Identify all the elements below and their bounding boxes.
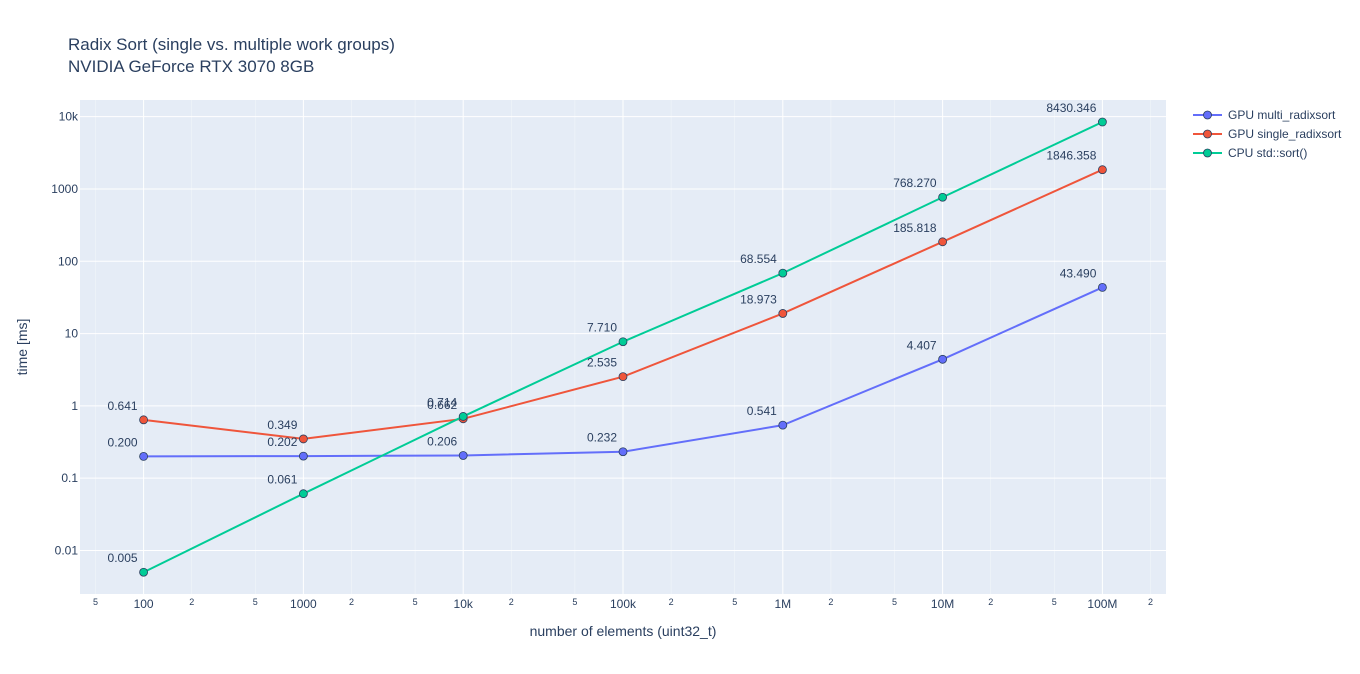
data-point bbox=[778, 420, 788, 430]
x-minor-tick-label: 5 bbox=[732, 597, 737, 607]
data-label: 68.554 bbox=[740, 252, 777, 266]
y-tick-label: 10k bbox=[59, 110, 79, 124]
legend[interactable]: GPU multi_radixsort GPU single_radixsort C… bbox=[1193, 108, 1342, 160]
data-point bbox=[618, 372, 628, 382]
y-axis-title: time [ms] bbox=[14, 319, 30, 376]
data-label: 2.535 bbox=[587, 356, 617, 370]
x-minor-tick-label: 5 bbox=[413, 597, 418, 607]
data-label: 768.270 bbox=[893, 176, 937, 190]
data-label: 0.232 bbox=[587, 431, 617, 445]
legend-item[interactable]: GPU single_radixsort bbox=[1193, 127, 1342, 141]
data-label: 18.973 bbox=[740, 292, 777, 306]
x-minor-tick-label: 5 bbox=[892, 597, 897, 607]
data-label: 0.641 bbox=[108, 399, 138, 413]
data-point bbox=[139, 567, 148, 577]
x-minor-tick-label: 5 bbox=[93, 597, 98, 607]
data-label: 0.714 bbox=[427, 395, 457, 409]
data-point bbox=[778, 268, 788, 278]
data-point bbox=[458, 412, 468, 421]
data-point bbox=[1098, 165, 1107, 175]
data-point bbox=[298, 489, 308, 499]
x-minor-tick-label: 2 bbox=[189, 597, 194, 607]
chart-title: Radix Sort (single vs. multiple work gro… bbox=[68, 35, 395, 54]
data-point bbox=[938, 354, 948, 364]
data-point bbox=[938, 192, 948, 202]
y-tick-label: 0.01 bbox=[55, 543, 79, 557]
x-minor-tick-label: 2 bbox=[509, 597, 514, 607]
data-label: 8430.346 bbox=[1046, 101, 1096, 115]
data-labels: 0.200 0.202 0.206 0.232 0.541 4.407 43.490 0.64… bbox=[108, 101, 1097, 565]
legend-swatch-marker bbox=[1203, 148, 1212, 158]
x-minor-tick-label: 5 bbox=[572, 597, 577, 607]
x-minor-tick-label: 2 bbox=[988, 597, 993, 607]
x-tick-label: 1000 bbox=[290, 597, 317, 611]
legend-item[interactable]: CPU std::sort() bbox=[1193, 146, 1307, 160]
x-tick-label: 10k bbox=[454, 597, 474, 611]
data-point bbox=[618, 447, 628, 457]
y-tick-label: 100 bbox=[58, 254, 78, 268]
data-point bbox=[938, 237, 948, 247]
data-point bbox=[1098, 117, 1107, 127]
y-tick-label: 1 bbox=[71, 399, 78, 413]
data-label: 0.662 bbox=[427, 398, 457, 412]
x-axis-title: number of elements (uint32_t) bbox=[530, 623, 717, 639]
data-point bbox=[618, 337, 628, 347]
data-point bbox=[458, 451, 468, 460]
data-point bbox=[298, 434, 308, 444]
data-point bbox=[778, 309, 788, 318]
x-tick-label: 1M bbox=[774, 597, 791, 611]
x-axis-ticks: 100 1000 10k 100k 1M 10M 100M 5 2 5 2 5 2 5 2 5 2 5 2 5 2 bbox=[93, 597, 1153, 611]
data-label: 0.061 bbox=[267, 473, 297, 487]
data-label: 0.541 bbox=[747, 404, 777, 418]
legend-swatch-marker bbox=[1203, 129, 1212, 139]
legend-swatch-marker bbox=[1203, 110, 1212, 120]
data-label: 0.206 bbox=[427, 434, 457, 448]
y-tick-label: 1000 bbox=[51, 182, 78, 196]
x-minor-tick-label: 5 bbox=[1052, 597, 1057, 607]
x-minor-tick-label: 2 bbox=[349, 597, 354, 607]
legend-item[interactable]: GPU multi_radixsort bbox=[1193, 108, 1336, 122]
legend-label: CPU std::sort() bbox=[1228, 146, 1307, 160]
x-minor-tick-label: 2 bbox=[669, 597, 674, 607]
x-minor-tick-label: 2 bbox=[1148, 597, 1153, 607]
data-label: 4.407 bbox=[907, 338, 937, 352]
data-label: 0.200 bbox=[108, 435, 138, 449]
legend-label: GPU single_radixsort bbox=[1228, 127, 1342, 141]
x-tick-label: 100 bbox=[134, 597, 154, 611]
data-label: 43.490 bbox=[1060, 266, 1097, 280]
data-point bbox=[139, 452, 148, 461]
series-group bbox=[139, 117, 1107, 577]
grid-lines bbox=[80, 100, 1166, 594]
x-tick-label: 10M bbox=[931, 597, 954, 611]
chart-subtitle: NVIDIA GeForce RTX 3070 8GB bbox=[68, 57, 314, 76]
x-minor-tick-label: 2 bbox=[828, 597, 833, 607]
data-label: 7.710 bbox=[587, 321, 617, 335]
x-tick-label: 100k bbox=[610, 597, 637, 611]
data-label: 0.202 bbox=[267, 435, 297, 449]
data-label: 185.818 bbox=[893, 221, 937, 235]
y-tick-label: 0.1 bbox=[61, 471, 78, 485]
data-point bbox=[298, 451, 308, 461]
legend-label: GPU multi_radixsort bbox=[1228, 108, 1336, 122]
data-label: 1846.358 bbox=[1046, 149, 1096, 163]
data-point bbox=[1098, 283, 1107, 292]
data-label: 0.005 bbox=[108, 551, 138, 565]
data-point bbox=[139, 415, 148, 425]
y-axis-ticks: 0.01 0.1 1 10 100 1000 10k bbox=[51, 110, 79, 558]
y-tick-label: 10 bbox=[65, 327, 79, 341]
x-minor-tick-label: 5 bbox=[253, 597, 258, 607]
x-tick-label: 100M bbox=[1087, 597, 1117, 611]
data-label: 0.349 bbox=[267, 418, 297, 432]
